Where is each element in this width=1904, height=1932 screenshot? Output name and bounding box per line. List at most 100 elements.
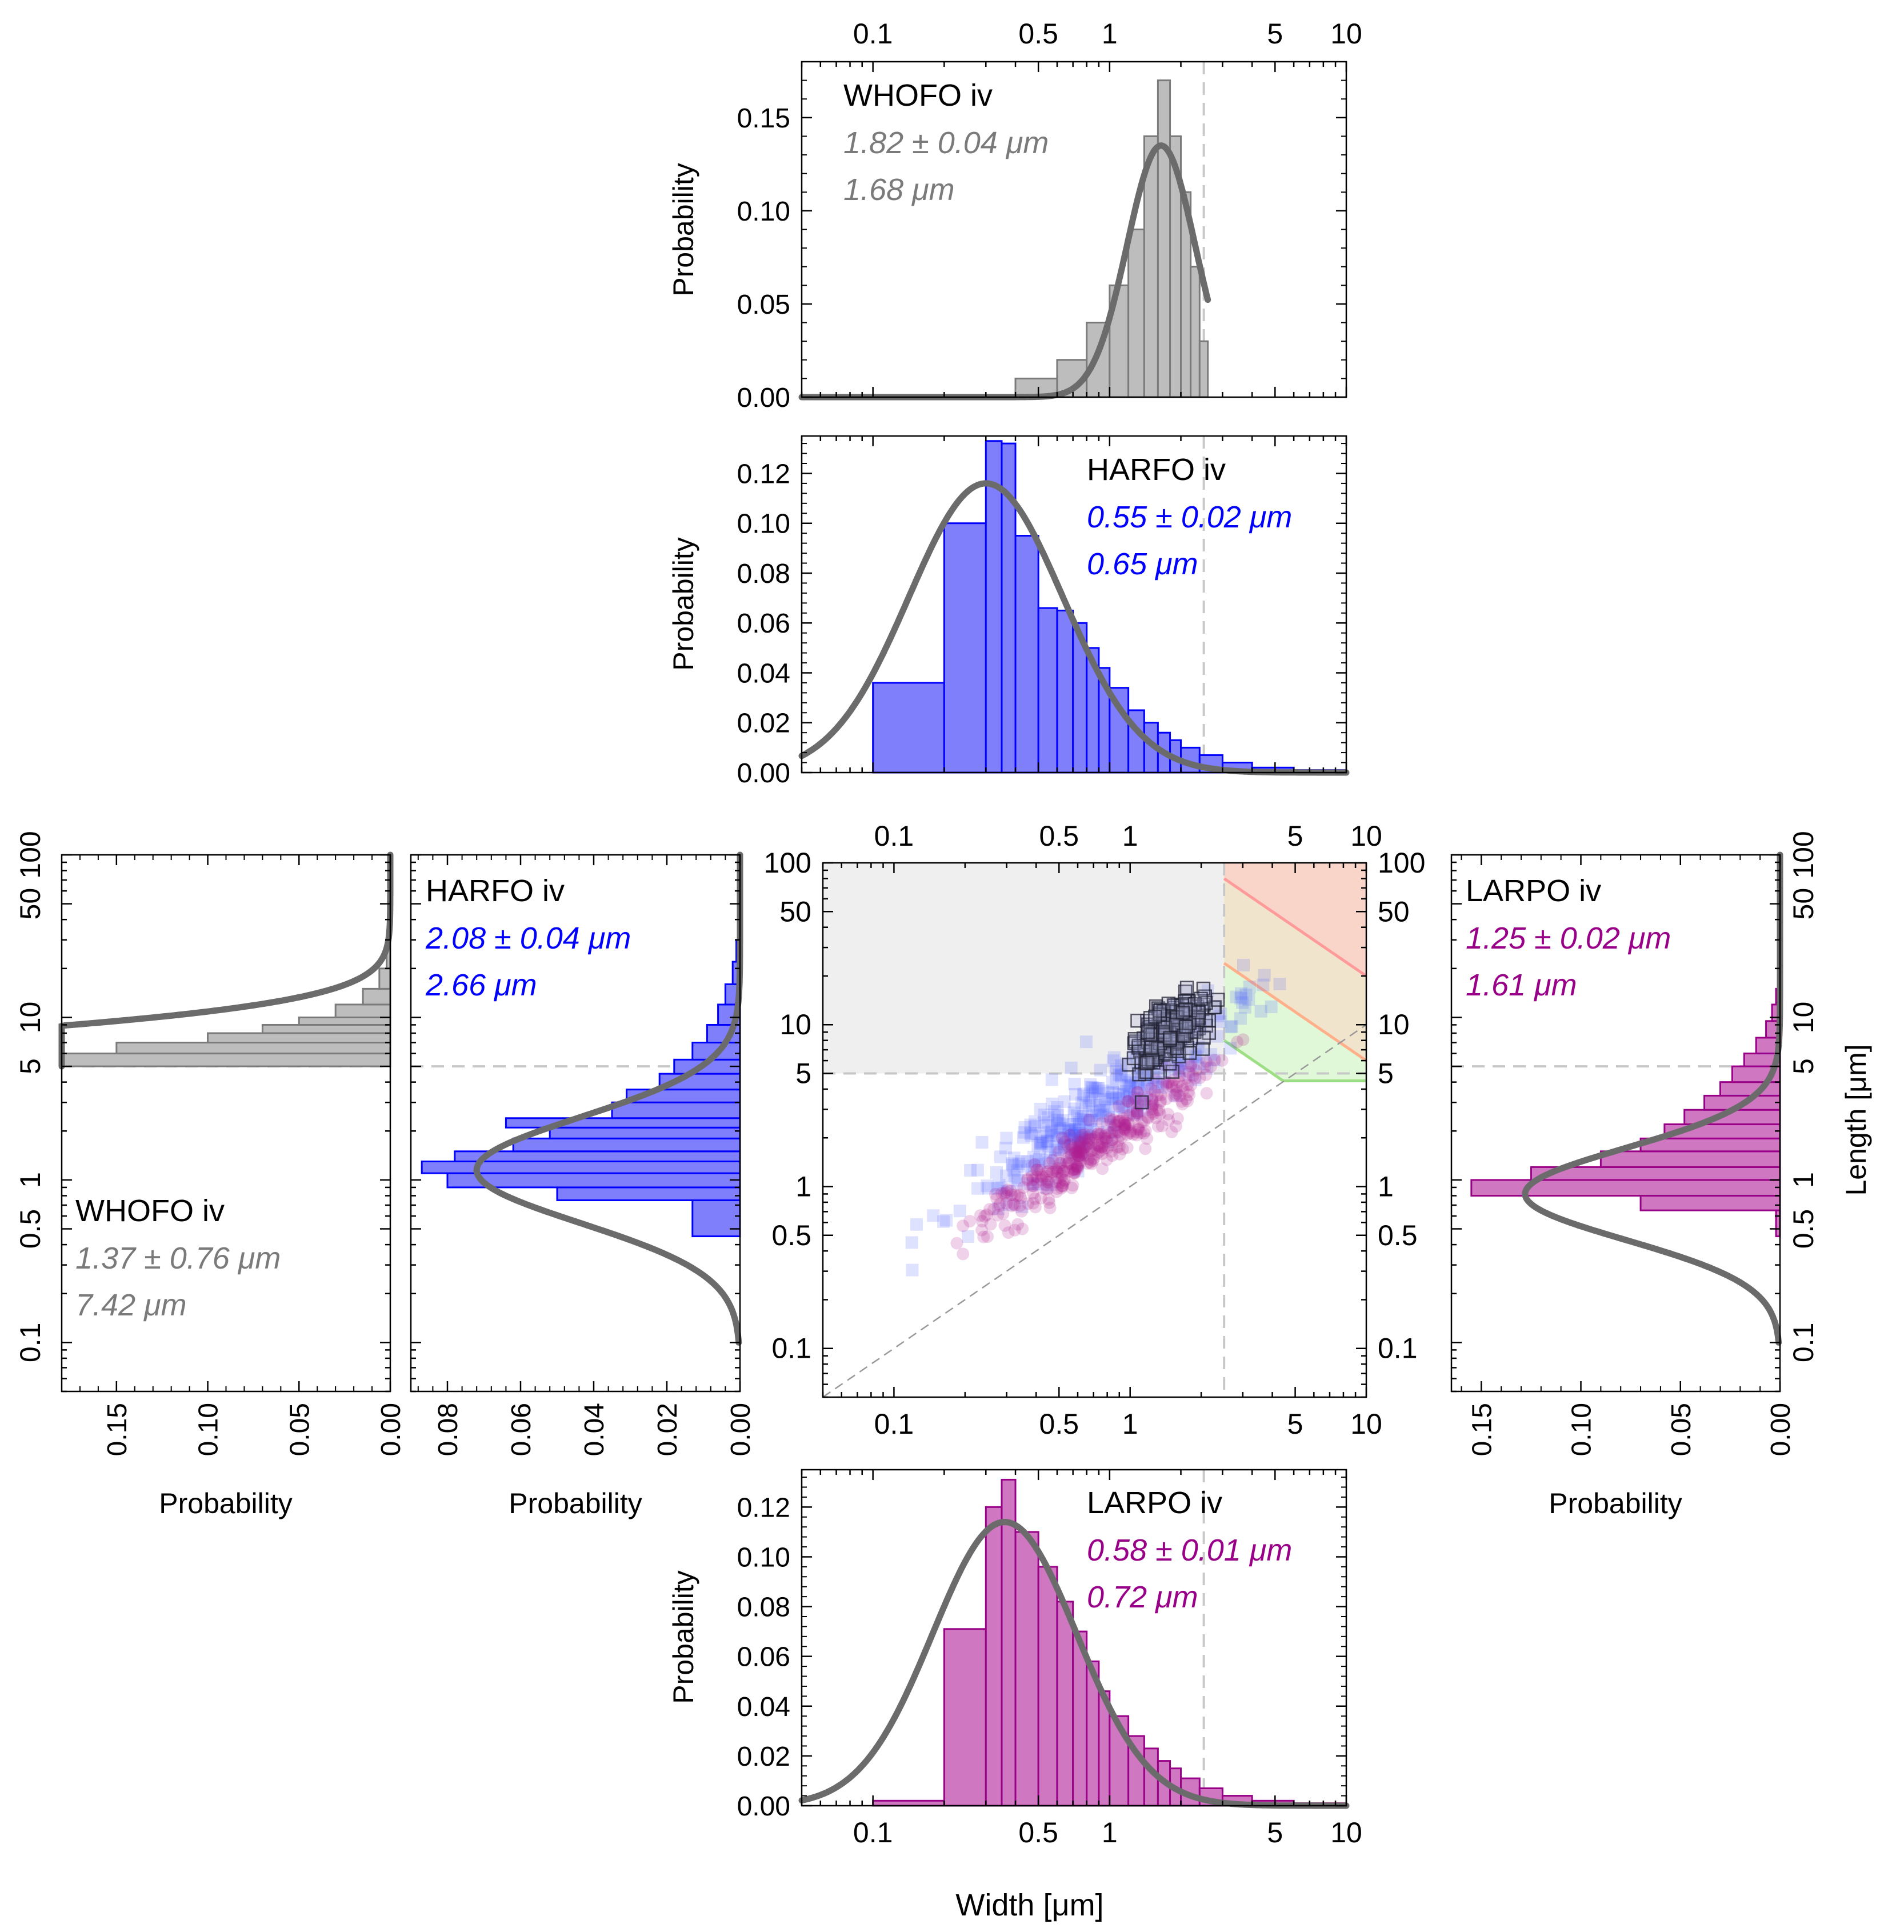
width-hist-whofo-frame	[801, 61, 1347, 398]
scatter-point	[997, 1207, 1010, 1220]
scatter-point	[1070, 1148, 1083, 1161]
width-hist-whofo-median: 1.68 μm	[843, 173, 955, 207]
scatter-point	[1027, 1197, 1040, 1210]
y-tick-label: 0.1	[1787, 1323, 1819, 1363]
scatter-point	[1117, 1088, 1130, 1101]
scatter-point	[1018, 1121, 1031, 1134]
scatter-point	[1122, 1117, 1135, 1130]
y-tick-label: 0.06	[737, 609, 790, 639]
scatter-point	[1079, 1141, 1093, 1154]
scatter-point	[981, 1230, 994, 1243]
length-hist-larpo-ticks: 0.00 0.05 0.10 0.15 0.1 0.5 1 5 10 50 100	[1451, 831, 1819, 1456]
scatter-point	[1017, 1181, 1030, 1194]
scatter-point	[1165, 1078, 1178, 1091]
scatter-point	[1029, 1201, 1042, 1214]
scatter-point	[1110, 1125, 1123, 1138]
scatter-point	[1189, 1048, 1202, 1061]
scatter-point	[1057, 1173, 1070, 1186]
scatter-point	[1117, 1117, 1130, 1130]
length-hist-whofo-frame	[61, 854, 391, 1393]
scatter-point	[1062, 1129, 1075, 1142]
x-tick-label: 0.1	[853, 1817, 893, 1849]
scatter-point	[1055, 1182, 1068, 1195]
scatter-point	[1001, 1185, 1014, 1198]
scatter-point	[1071, 1149, 1085, 1162]
x-tick-label: 5	[1267, 18, 1283, 50]
scatter-point	[1027, 1179, 1040, 1193]
scatter-point	[1076, 1147, 1089, 1160]
scatter-point	[1130, 1108, 1143, 1121]
scatter-point	[1039, 1154, 1053, 1167]
scatter-point	[1182, 1066, 1195, 1079]
scatter-point	[1071, 1161, 1085, 1174]
scatter-point	[1057, 1131, 1070, 1144]
scatter-point	[1029, 1127, 1042, 1140]
scatter-point	[1257, 978, 1270, 991]
scatter-point	[1078, 1128, 1091, 1141]
y-tick-label: 0.05	[737, 290, 790, 320]
scatter-point	[1202, 1026, 1217, 1040]
scatter-point	[1014, 1191, 1027, 1205]
scatter-point	[974, 1209, 987, 1222]
scatter-point	[1057, 1176, 1070, 1189]
scatter-point	[1151, 1120, 1165, 1133]
scatter-point	[1199, 1068, 1213, 1081]
scatter-point	[1127, 1128, 1140, 1141]
scatter-point	[1144, 1082, 1157, 1095]
scatter-point	[1077, 1087, 1090, 1101]
scatter-point	[1035, 1173, 1048, 1186]
histogram-bar	[691, 1199, 741, 1238]
scatter-point	[1116, 1142, 1129, 1155]
x-tick-label: 10	[1330, 18, 1362, 50]
scatter-point	[1028, 1120, 1041, 1133]
scatter-point	[1173, 1070, 1186, 1083]
scatter-point	[1063, 1151, 1076, 1164]
scatter-point	[1072, 1146, 1085, 1159]
histogram-bar	[454, 1150, 741, 1163]
scatter-point	[1083, 1091, 1097, 1105]
scatter-point	[1046, 1166, 1059, 1179]
histogram-bar	[334, 1003, 391, 1018]
scatter-point	[1082, 1153, 1095, 1166]
scatter-point	[1094, 1144, 1107, 1157]
scatter-point	[1034, 1137, 1047, 1150]
length-axis-label: Length [μm]	[1840, 1044, 1872, 1195]
scatter-point	[1135, 1115, 1149, 1128]
scatter-point	[1085, 1094, 1098, 1107]
scatter-point	[1063, 1123, 1075, 1137]
scatter-point	[1058, 1131, 1071, 1145]
scatter-point	[1055, 1162, 1068, 1175]
scatter-point	[1118, 1122, 1130, 1135]
scatter-point	[1165, 1126, 1178, 1138]
length-hist-larpo: 0.00 0.05 0.10 0.15 0.1 0.5 1 5 10 50 100 Probabil…	[1450, 831, 1872, 1519]
scatter-point	[1142, 1111, 1155, 1125]
scatter-point	[1207, 1054, 1221, 1067]
scatter-point	[1175, 1095, 1188, 1108]
x-tick-label: 0.5	[1039, 1408, 1079, 1440]
scatter-point	[1091, 1082, 1104, 1095]
scatter-point	[1055, 1167, 1068, 1181]
scatter-point	[1127, 1091, 1141, 1105]
scatter-point	[1186, 1059, 1199, 1072]
scatter-point	[1167, 1090, 1181, 1103]
scatter-point	[1061, 1151, 1074, 1165]
scatter-point	[1005, 1188, 1018, 1201]
scatter-point	[1106, 1097, 1119, 1110]
scatter-point	[1123, 1118, 1136, 1131]
scatter-point	[1075, 1131, 1089, 1144]
scatter-point	[1123, 1109, 1137, 1122]
scatter-point	[1052, 1158, 1065, 1171]
scatter-point	[1137, 1127, 1150, 1140]
scatter-point	[1119, 1099, 1132, 1113]
width-hist-larpo: 0.00 0.02 0.04 0.06 0.08 0.10 0.12 0.1 0.5 1 5 10 P…	[667, 1469, 1362, 1922]
scatter-point	[1007, 1164, 1020, 1177]
scatter-point	[957, 1247, 970, 1261]
scatter-point	[1179, 1093, 1193, 1106]
scatter-point	[971, 1182, 985, 1195]
histogram-bar	[261, 1023, 391, 1034]
scatter-point	[1112, 1115, 1125, 1129]
length-hist-whofo-title: WHOFO iv	[75, 1194, 225, 1228]
scatter-point	[1170, 1087, 1183, 1100]
scatter-point	[1015, 1155, 1028, 1168]
width-hist-harfo-title: HARFO iv	[1087, 453, 1226, 487]
